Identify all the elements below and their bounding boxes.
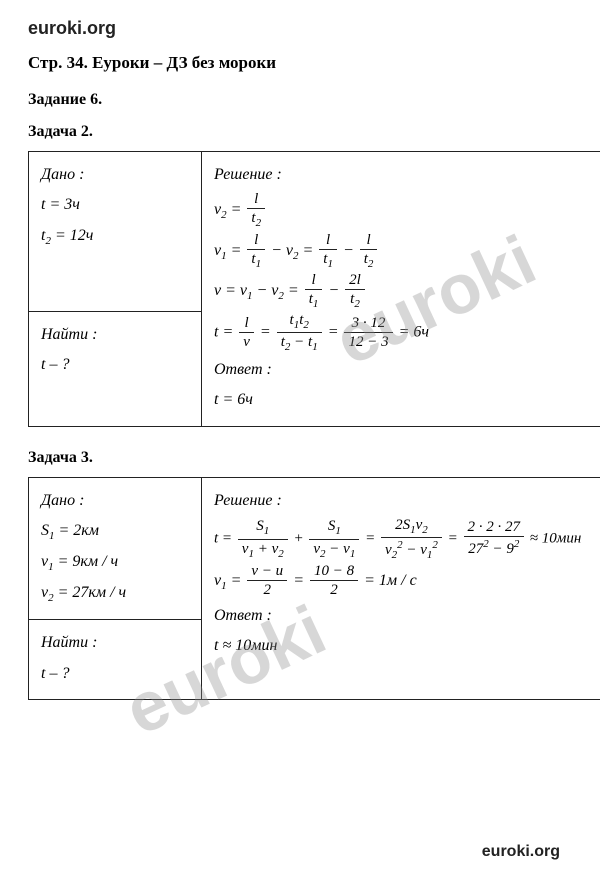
find-cell: Найти : t – ?	[29, 620, 202, 700]
given-line: v2 = 27км / ч	[41, 578, 191, 609]
site-header: euroki.org	[28, 18, 572, 39]
given-line: v1 = 9км / ч	[41, 547, 191, 578]
math-line: t = lv = t1t2t2 − t1 = 3 · 1212 − 3 = 6ч	[214, 311, 600, 354]
given-line: t = 3ч	[41, 190, 191, 220]
find-line: t – ?	[41, 659, 191, 689]
math-line: v1 = v − u2 = 10 − 82 = 1м / с	[214, 562, 600, 601]
given-cell: Дано : t = 3ч t2 = 12ч	[29, 152, 202, 312]
answer-line: t = 6ч	[214, 385, 600, 415]
task-label: Задание 6.	[28, 91, 572, 109]
page-content: euroki.org Стр. 34. Еуроки – ДЗ без моро…	[0, 0, 600, 718]
footer-site: euroki.org	[482, 843, 560, 861]
solution-cell: Решение : t = S1v1 + v2 + S1v2 − v1 = 2S…	[202, 477, 600, 699]
given-header: Дано :	[41, 160, 191, 190]
solution-table-3: Дано : S1 = 2км v1 = 9км / ч v2 = 27км /…	[28, 477, 600, 700]
solution-header: Решение :	[214, 486, 600, 516]
given-cell: Дано : S1 = 2км v1 = 9км / ч v2 = 27км /…	[29, 477, 202, 620]
find-header: Найти :	[41, 628, 191, 658]
page-title: Стр. 34. Еуроки – ДЗ без мороки	[28, 53, 572, 73]
solution-cell: Решение : v2 = lt2 v1 = lt1 − v2 = lt1 −…	[202, 152, 600, 427]
solution-table-2: Дано : t = 3ч t2 = 12ч Решение : v2 = lt…	[28, 151, 600, 427]
math-line: v = v1 − v2 = lt1 − 2lt2	[214, 271, 600, 311]
given-line: t2 = 12ч	[41, 221, 191, 252]
find-line: t – ?	[41, 350, 191, 380]
answer-header: Ответ :	[214, 355, 600, 385]
problem-label: Задача 3.	[28, 449, 572, 467]
find-cell: Найти : t – ?	[29, 311, 202, 426]
answer-line: t ≈ 10мин	[214, 631, 600, 661]
given-header: Дано :	[41, 486, 191, 516]
find-header: Найти :	[41, 320, 191, 350]
problem-label: Задача 2.	[28, 123, 572, 141]
solution-header: Решение :	[214, 160, 600, 190]
math-line: v1 = lt1 − v2 = lt1 − lt2	[214, 231, 600, 271]
math-line: v2 = lt2	[214, 190, 600, 230]
given-line: S1 = 2км	[41, 516, 191, 547]
answer-header: Ответ :	[214, 601, 600, 631]
math-line: t = S1v1 + v2 + S1v2 − v1 = 2S1v2v22 − v…	[214, 516, 600, 562]
